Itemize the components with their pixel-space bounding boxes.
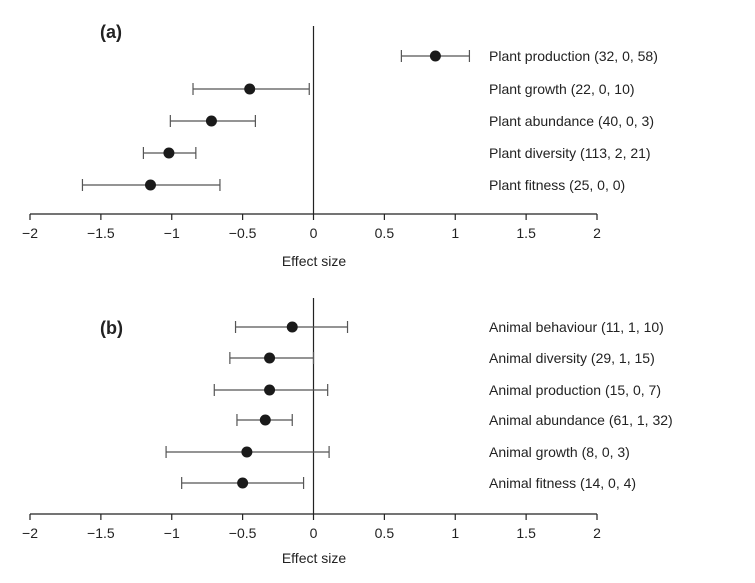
panel-b-x-tick-label: −0.5 — [229, 525, 257, 541]
panel-a-x-tick-label: −1 — [164, 225, 180, 241]
panel-a-row-label: Plant production (32, 0, 58) — [489, 48, 658, 64]
panel-b-x-tick-label: −2 — [22, 525, 38, 541]
panel-b-effect-point — [264, 352, 276, 364]
panel-b: (b) Effect size −2 −1.5 −1 −0.5 0 0.5 1 1.5 2 Ani… — [22, 298, 673, 566]
panel-a-effect-point — [163, 147, 175, 159]
panel-b-row-label: Animal diversity (29, 1, 15) — [489, 350, 655, 366]
panel-b-x-axis-label: Effect size — [282, 550, 347, 566]
panel-a-row-label: Plant abundance (40, 0, 3) — [489, 113, 654, 129]
panel-a-effect-point — [244, 83, 256, 95]
panel-a-row-label: Plant diversity (113, 2, 21) — [489, 145, 651, 161]
panel-b-row-label: Animal fitness (14, 0, 4) — [489, 475, 636, 491]
panel-b-row-label: Animal behaviour (11, 1, 10) — [489, 319, 664, 335]
panel-b-x-tick-label: 0 — [310, 525, 318, 541]
panel-b-effect-point — [241, 446, 253, 458]
panel-b-effect-point — [264, 384, 276, 396]
panel-a-x-tick-label: 0 — [310, 225, 318, 241]
panel-a-label: (a) — [100, 22, 122, 42]
panel-b-effect-point — [259, 414, 271, 426]
panel-a-x-tick-label: 2 — [593, 225, 601, 241]
panel-b-x-tick-label: −1.5 — [87, 525, 115, 541]
panel-b-x-tick-label: −1 — [164, 525, 180, 541]
panel-a-x-tick-label: −0.5 — [229, 225, 257, 241]
panel-a-effect-point — [205, 115, 217, 127]
panel-b-x-tick-label: 1.5 — [516, 525, 536, 541]
panel-a-row-label: Plant growth (22, 0, 10) — [489, 81, 635, 97]
panel-a-row-label: Plant fitness (25, 0, 0) — [489, 177, 625, 193]
panel-a-x-tick-label: 1.5 — [516, 225, 536, 241]
panel-b-x-tick-label: 1 — [451, 525, 459, 541]
panel-b-row-label: Animal abundance (61, 1, 32) — [489, 412, 673, 428]
panel-a: (a) Effect size −2 −1.5 −1 −0.5 0 0.5 1 1.5 2 Pla… — [22, 22, 658, 269]
panel-b-label: (b) — [100, 318, 123, 338]
panel-a-effect-point — [429, 50, 441, 62]
panel-a-x-axis-label: Effect size — [282, 253, 347, 269]
panel-b-row-label: Animal production (15, 0, 7) — [489, 382, 661, 398]
panel-a-x-tick-label: 1 — [451, 225, 459, 241]
panel-a-x-tick-label: −1.5 — [87, 225, 115, 241]
panel-b-x-tick-label: 2 — [593, 525, 601, 541]
panel-a-effect-point — [144, 179, 156, 191]
panel-b-effect-point — [237, 477, 249, 489]
panel-a-x-tick-label: −2 — [22, 225, 38, 241]
panel-a-x-tick-label: 0.5 — [375, 225, 395, 241]
panel-b-row-label: Animal growth (8, 0, 3) — [489, 444, 630, 460]
panel-b-effect-point — [286, 321, 298, 333]
panel-b-x-tick-label: 0.5 — [375, 525, 395, 541]
